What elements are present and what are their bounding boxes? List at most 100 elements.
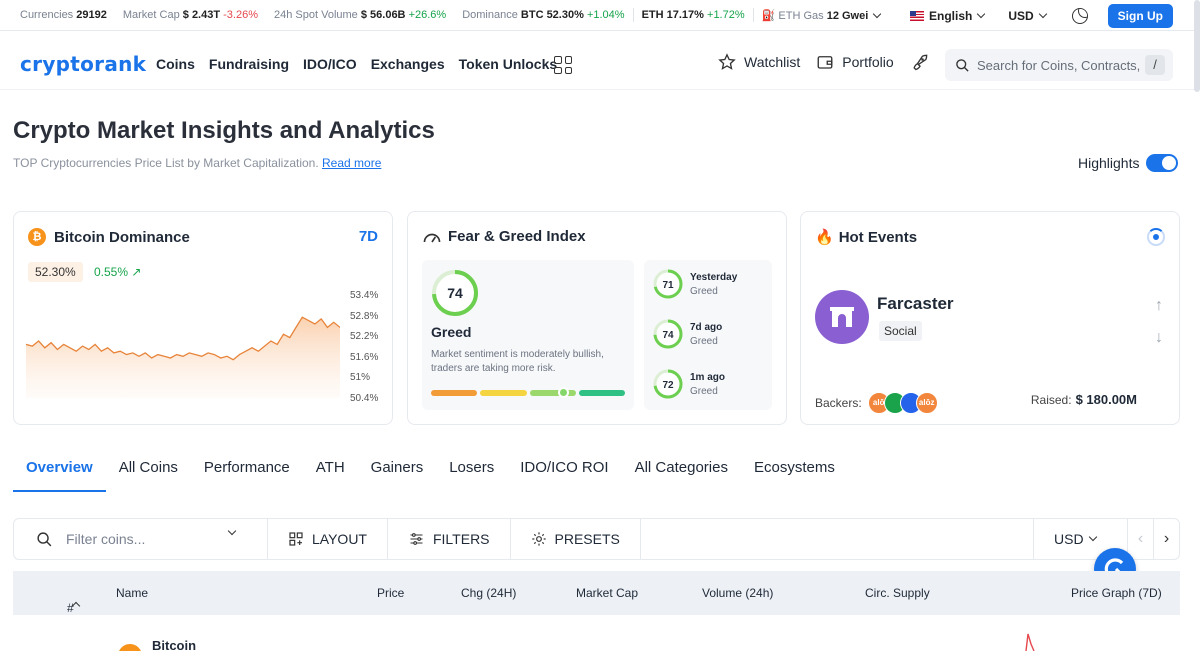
nav-link-token-unlocks[interactable]: Token Unlocks <box>458 56 558 72</box>
nav-link-ido-ico[interactable]: IDO/ICO <box>303 56 357 72</box>
stat-eth-gas[interactable]: ⛽ ETH Gas 12 Gwei <box>761 9 882 22</box>
nav-link-coins[interactable]: Coins <box>156 56 195 72</box>
column-circ-supply[interactable]: Circ. Supply <box>865 586 930 600</box>
history-ring: 72 <box>653 369 683 399</box>
portfolio-link[interactable]: Portfolio <box>816 53 894 71</box>
sign-up-button[interactable]: Sign Up <box>1107 3 1173 28</box>
filters-button[interactable]: FILTERS <box>388 519 511 559</box>
history-item-yesterday: 71 Yesterday Greed <box>652 268 737 300</box>
tab-ecosystems[interactable]: Ecosystems <box>753 459 835 476</box>
market-stats-bar: Currencies 29192 Market Cap $ 2.43T -3.2… <box>0 0 1200 31</box>
dominance-line <box>26 316 340 361</box>
tab-losers[interactable]: Losers <box>449 459 495 476</box>
stat-eth-dominance: ETH 17.17% +1.72% <box>641 9 745 21</box>
chevron-right-icon[interactable]: › <box>1163 530 1170 547</box>
theme-toggle-moon-icon[interactable] <box>1071 7 1088 24</box>
fear-greed-card: Fear & Greed Index 74 Greed Market senti… <box>407 211 787 425</box>
dominance-value: 52.30% <box>28 262 83 282</box>
column-price[interactable]: Price <box>377 586 405 600</box>
history-item-1m: 72 1m ago Greed <box>652 368 725 400</box>
gauge-icon <box>423 233 441 242</box>
page-title: Crypto Market Insights and Analytics <box>13 117 435 144</box>
tab-all-coins[interactable]: All Coins <box>118 459 178 476</box>
page-scrollbar[interactable] <box>1194 0 1200 92</box>
tab-ath[interactable]: ATH <box>315 459 345 476</box>
column-volume-24h[interactable]: Volume (24h) <box>702 586 774 600</box>
presets-button[interactable]: PRESETS <box>511 519 641 559</box>
price-sparkline <box>1025 633 1035 651</box>
chevron-down-icon <box>1038 10 1047 19</box>
divider <box>632 8 634 22</box>
divider <box>752 8 754 22</box>
column-market-cap[interactable]: Market Cap <box>576 586 639 600</box>
column-change-24h[interactable]: Chg (24H) <box>461 586 517 600</box>
hot-events-card: 🔥 Hot Events Farcaster Social ↑ ↓ Backers… <box>800 211 1180 425</box>
card-title: 🔥 Hot Events <box>815 228 918 247</box>
watchlist-link[interactable]: Watchlist <box>718 53 800 71</box>
nav-actions: Watchlist Portfolio <box>718 52 938 72</box>
column-name[interactable]: Name <box>116 586 149 600</box>
backers: Backers: alō alōz <box>815 392 938 414</box>
bitcoin-icon <box>118 644 142 651</box>
bitcoin-icon: ₿ <box>28 228 46 246</box>
column-price-graph[interactable]: Price Graph (7D) <box>1071 586 1162 600</box>
gas-pump-icon: ⛽ <box>761 9 776 22</box>
search-input[interactable]: Search for Coins, Contracts, ... / <box>945 49 1173 81</box>
rocket-icon[interactable] <box>910 52 930 72</box>
chevron-down-icon <box>873 9 882 18</box>
tab-ido-ico-roi[interactable]: IDO/ICO ROI <box>520 459 609 476</box>
tab-gainers[interactable]: Gainers <box>370 459 424 476</box>
history-item-7d: 74 7d ago Greed <box>652 318 722 350</box>
table-toolbar: Filter coins... LAYOUT FILTERS PRESETS U… <box>13 518 1180 560</box>
topbar-controls: English USD Sign Up <box>909 0 1173 31</box>
column-pager: ‹ › <box>1127 519 1179 559</box>
stat-market-cap: Market Cap $ 2.43T -3.26% <box>122 9 258 21</box>
stat-btc-dominance: Dominance BTC 52.30% +1.04% <box>462 9 625 21</box>
us-flag-icon <box>909 10 924 21</box>
range-select[interactable]: 7D <box>358 228 378 245</box>
farcaster-logo-icon <box>830 307 854 327</box>
wallet-icon <box>817 56 833 69</box>
highlights-toggle[interactable]: Highlights <box>1078 154 1179 172</box>
project-logo[interactable] <box>815 290 869 344</box>
current-index-panel: 74 Greed Market sentiment is moderately … <box>422 260 634 410</box>
chevron-down-icon <box>1088 532 1097 542</box>
history-ring: 71 <box>653 269 683 299</box>
nav-link-exchanges[interactable]: Exchanges <box>370 56 445 72</box>
gear-icon <box>531 532 546 546</box>
y-tick: 51.6% <box>350 351 379 363</box>
index-label: Greed <box>431 324 472 340</box>
layout-icon <box>289 532 303 546</box>
autoplay-indicator-icon[interactable] <box>1147 228 1165 246</box>
tab-overview[interactable]: Overview <box>13 452 106 492</box>
table-currency-select[interactable]: USD <box>1033 519 1127 559</box>
history-ring: 74 <box>653 319 683 349</box>
language-select[interactable]: English <box>909 9 986 23</box>
backer-logo[interactable]: alōz <box>915 392 938 414</box>
tab-all-categories[interactable]: All Categories <box>634 459 728 476</box>
read-more-link[interactable]: Read more <box>322 156 382 170</box>
svg-text:72: 72 <box>662 380 674 391</box>
star-icon <box>718 53 736 70</box>
apps-grid-icon[interactable] <box>554 56 572 74</box>
toggle-switch[interactable] <box>1146 154 1179 172</box>
arrow-down-icon[interactable]: ↓ <box>1155 329 1163 346</box>
main-nav: cryptorank Coins Fundraising IDO/ICO Exc… <box>0 32 1200 90</box>
card-title: ₿ Bitcoin Dominance <box>28 228 190 246</box>
svg-text:71: 71 <box>662 280 674 291</box>
table-row-name[interactable]: Bitcoin <box>152 638 197 651</box>
tab-performance[interactable]: Performance <box>203 459 290 476</box>
filter-coins-input[interactable]: Filter coins... <box>14 519 268 559</box>
stat-volume: 24h Spot Volume $ 56.06B +26.6% <box>274 9 447 21</box>
y-tick: 52.2% <box>350 331 379 342</box>
nav-link-fundraising[interactable]: Fundraising <box>208 56 290 72</box>
layout-button[interactable]: LAYOUT <box>268 519 388 559</box>
logo[interactable]: cryptorank <box>20 52 147 76</box>
arrow-up-icon[interactable]: ↑ <box>1155 297 1163 314</box>
currency-select[interactable]: USD <box>1008 9 1047 23</box>
project-name[interactable]: Farcaster <box>877 294 954 313</box>
chevron-left-icon[interactable]: ‹ <box>1128 519 1154 559</box>
sliders-icon <box>410 533 423 545</box>
y-tick: 50.4% <box>350 392 379 404</box>
index-description: Market sentiment is moderately bullish, … <box>431 349 604 374</box>
